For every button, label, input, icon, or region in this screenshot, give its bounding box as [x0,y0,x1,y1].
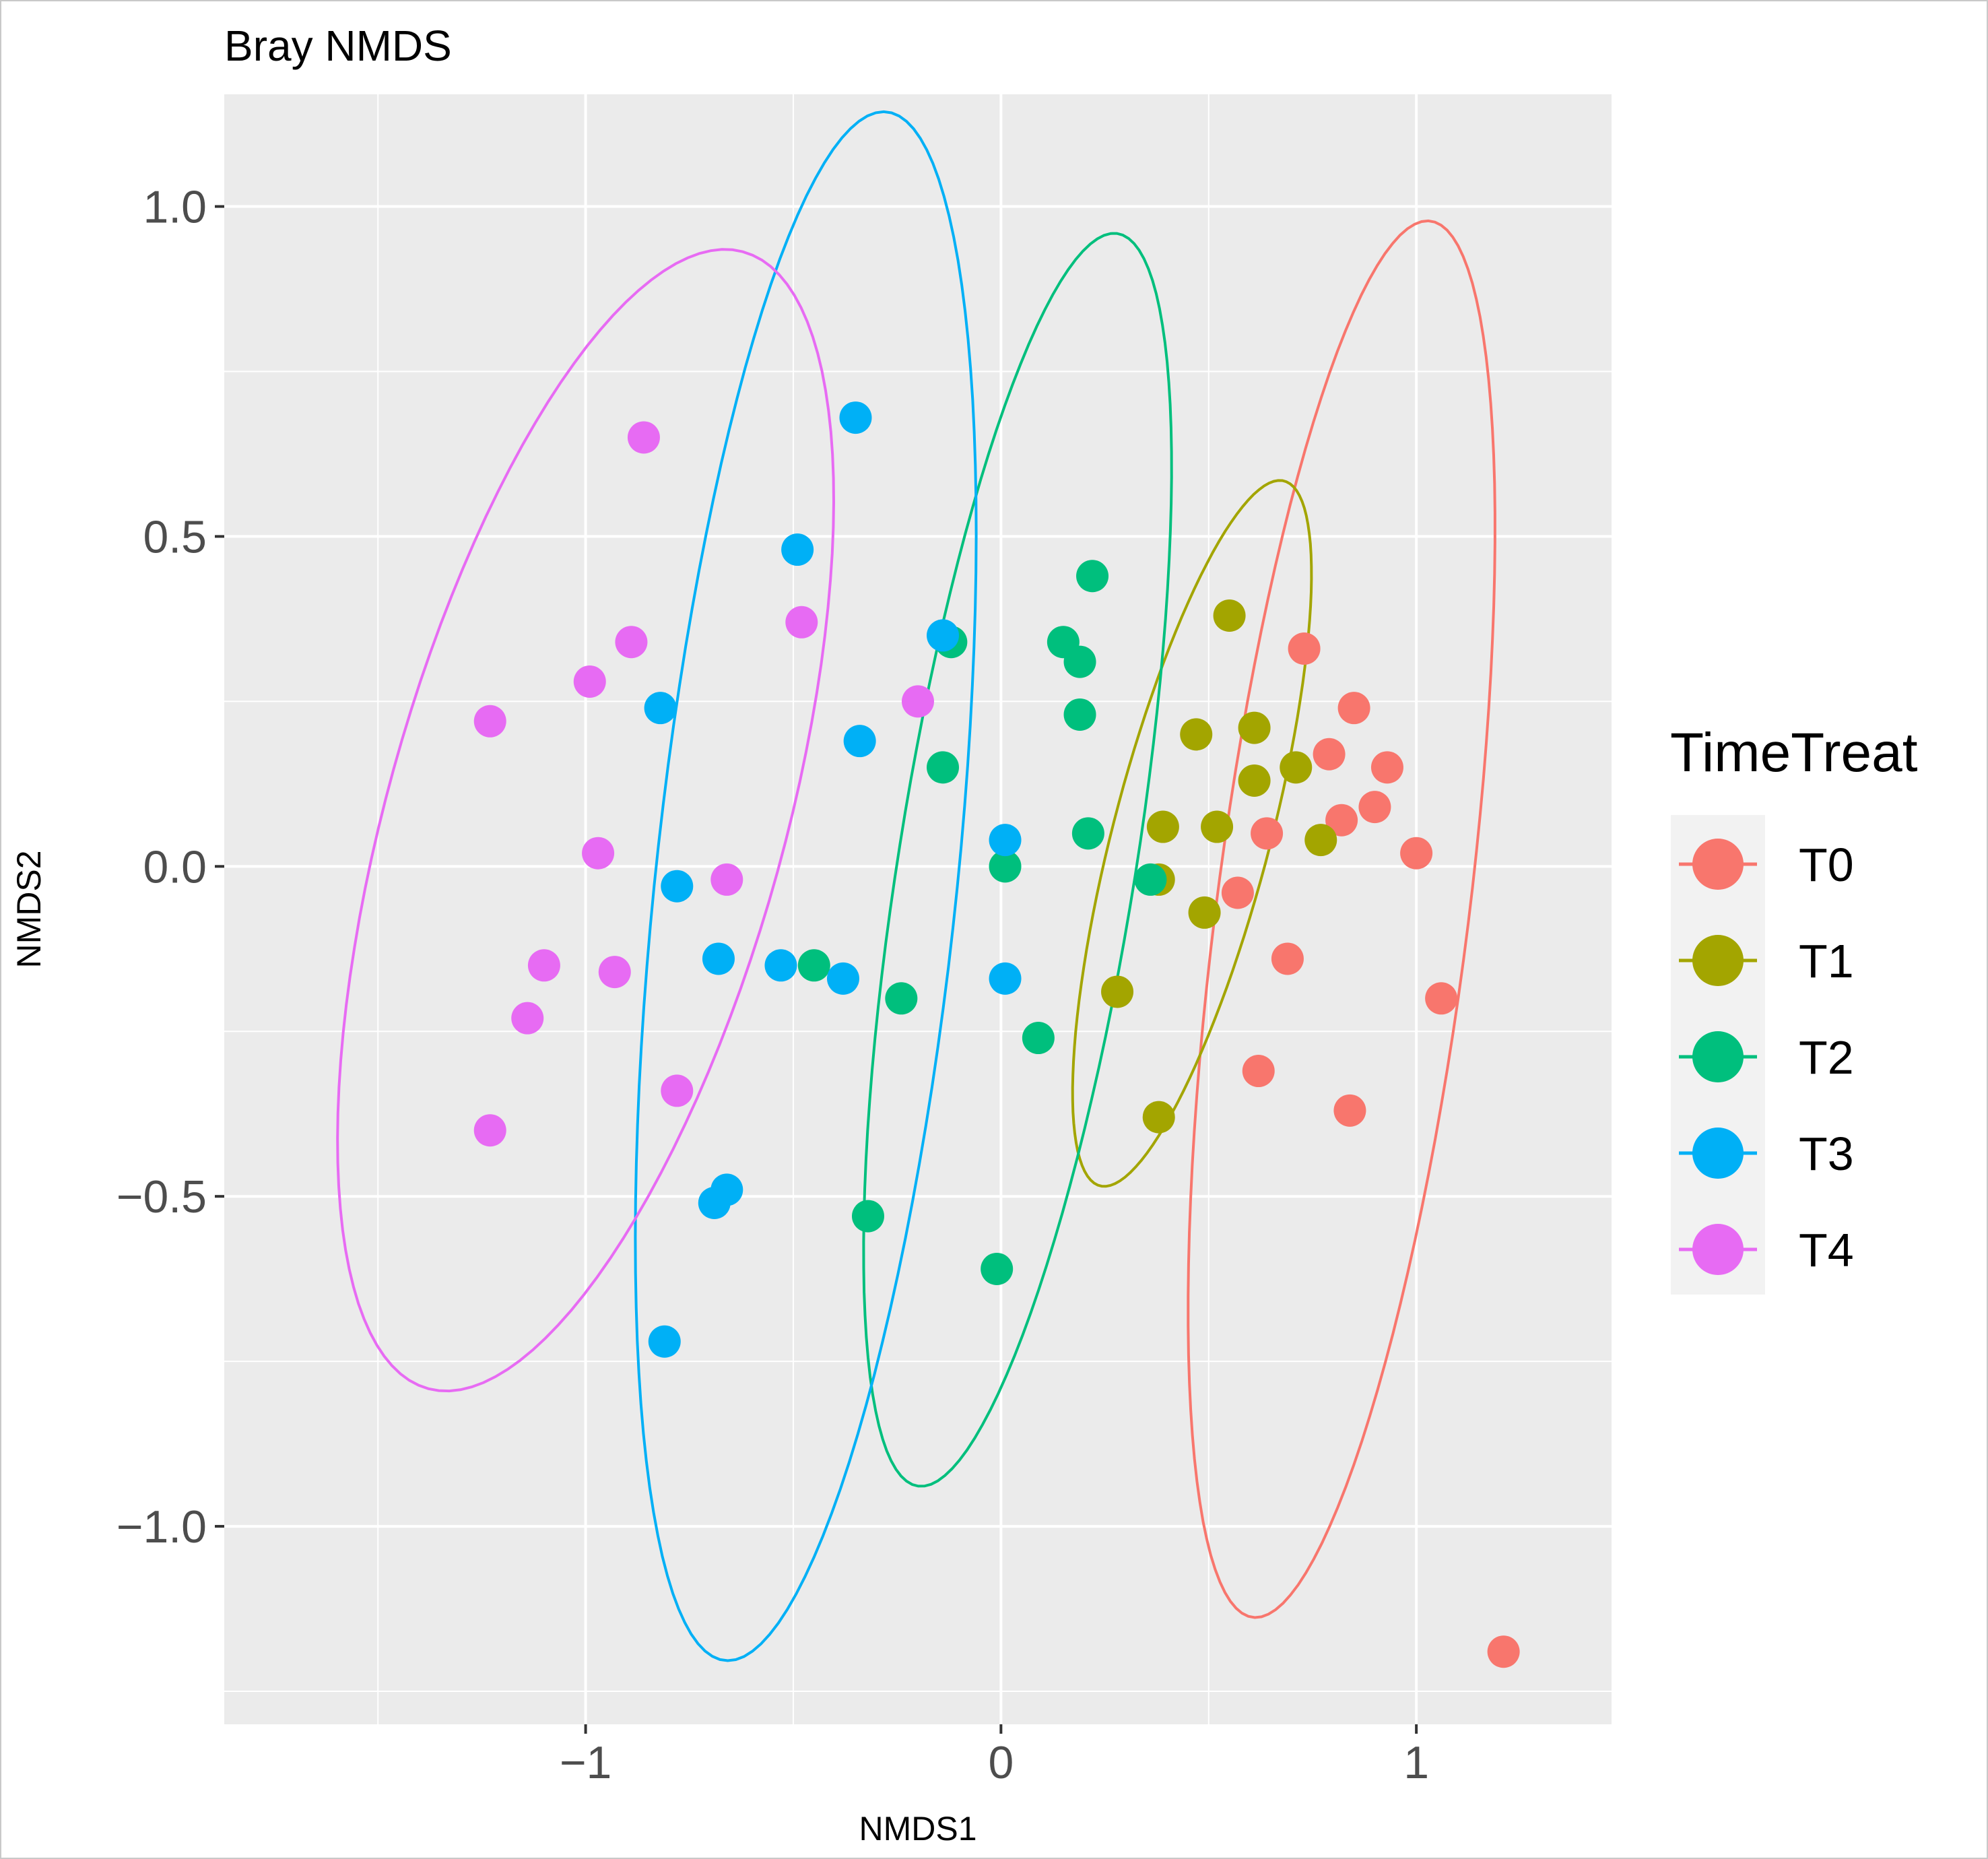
point-t4 [710,863,743,896]
point-t2 [1063,645,1096,678]
point-t2 [981,1252,1014,1285]
point-t3 [648,1325,681,1358]
point-t3 [843,725,876,758]
ellipse-t0 [1187,219,1496,1619]
legend-label-t0: T0 [1799,839,1854,891]
point-t0 [1271,942,1304,975]
chart-title: Bray NMDS [224,22,452,70]
y-tick-label: −1.0 [117,1501,207,1553]
point-t3 [698,1186,731,1219]
point-t3 [927,619,960,652]
legend-label-t2: T2 [1799,1031,1854,1084]
point-t1 [1238,711,1271,744]
ellipse-t3 [634,110,978,1662]
legend-key-dot [1692,839,1744,890]
point-t1 [1146,810,1179,843]
point-t4 [527,949,560,982]
point-t0 [1358,791,1391,824]
point-t3 [702,942,735,975]
point-t1 [1213,599,1246,632]
point-t0 [1325,804,1358,837]
point-t1 [1304,824,1337,857]
point-t2 [851,1200,884,1233]
points [473,401,1520,1668]
point-t4 [582,837,615,870]
point-t4 [627,421,660,454]
y-tick-label: 1.0 [143,182,207,233]
ellipse-t1 [1071,479,1313,1188]
legend-key-dot [1692,1224,1744,1275]
point-t1 [1142,1101,1175,1134]
x-tick-label: −1 [560,1737,612,1788]
point-t4 [661,1074,694,1107]
point-t2 [1134,863,1167,896]
point-t4 [598,956,631,989]
legend: T0 T1 T2 T3 T4 [1679,839,1854,1276]
point-t0 [1487,1635,1520,1668]
point-t4 [615,626,648,659]
point-t1 [1280,751,1313,784]
point-t0 [1242,1055,1275,1088]
point-t3 [826,962,859,995]
point-t3 [781,533,814,566]
point-t0 [1337,692,1370,725]
point-t1 [1180,718,1213,751]
legend-key-dot [1692,935,1744,986]
point-t4 [473,705,506,738]
point-t0 [1288,632,1321,665]
point-t3 [644,692,677,725]
point-t1 [1238,764,1271,797]
ellipses [336,110,1496,1662]
y-axis-title: NMDS2 [10,850,48,968]
point-t0 [1370,751,1403,784]
point-t4 [785,606,818,639]
grid [224,94,1612,1724]
point-t2 [1076,560,1109,593]
point-t4 [902,685,934,718]
plot-panel [224,94,1612,1724]
point-t2 [885,982,918,1015]
point-t2 [1071,817,1104,850]
y-tick-label: 0.5 [143,511,207,562]
point-t2 [989,850,1022,883]
legend-title: TimeTreat [1670,722,1918,783]
point-t0 [1313,738,1346,771]
point-t1 [1201,810,1234,843]
point-t4 [511,1002,544,1035]
legend-label-t1: T1 [1799,935,1854,987]
point-t3 [764,949,797,982]
y-tick-label: 0.0 [143,841,207,892]
y-tick-label: −0.5 [117,1171,207,1222]
point-t4 [573,665,606,698]
point-t2 [927,751,960,784]
axes: −1 0 1 −1.0 −0.5 0.0 0.5 1.0 [117,182,1429,1788]
legend-key-dot [1692,1128,1744,1179]
point-t3 [661,870,694,903]
x-axis-title: NMDS1 [859,1810,976,1848]
legend-label-t3: T3 [1799,1128,1854,1180]
legend-label-t4: T4 [1799,1224,1854,1276]
x-tick-label: 0 [988,1737,1014,1788]
point-t0 [1333,1094,1366,1127]
ellipse-t2 [862,232,1173,1488]
point-t2 [1063,698,1096,731]
point-t0 [1251,817,1284,850]
ellipse-t4 [336,248,836,1393]
point-t3 [989,824,1022,857]
point-t4 [473,1114,506,1147]
point-t1 [1101,975,1134,1008]
point-t2 [797,949,830,982]
point-t0 [1425,982,1458,1015]
point-t2 [1022,1022,1055,1055]
legend-key-dot [1692,1031,1744,1082]
point-t0 [1221,876,1254,909]
point-t3 [989,962,1022,995]
point-t1 [1188,896,1221,929]
point-t3 [839,401,872,434]
x-tick-label: 1 [1403,1737,1429,1788]
point-t0 [1400,837,1433,870]
